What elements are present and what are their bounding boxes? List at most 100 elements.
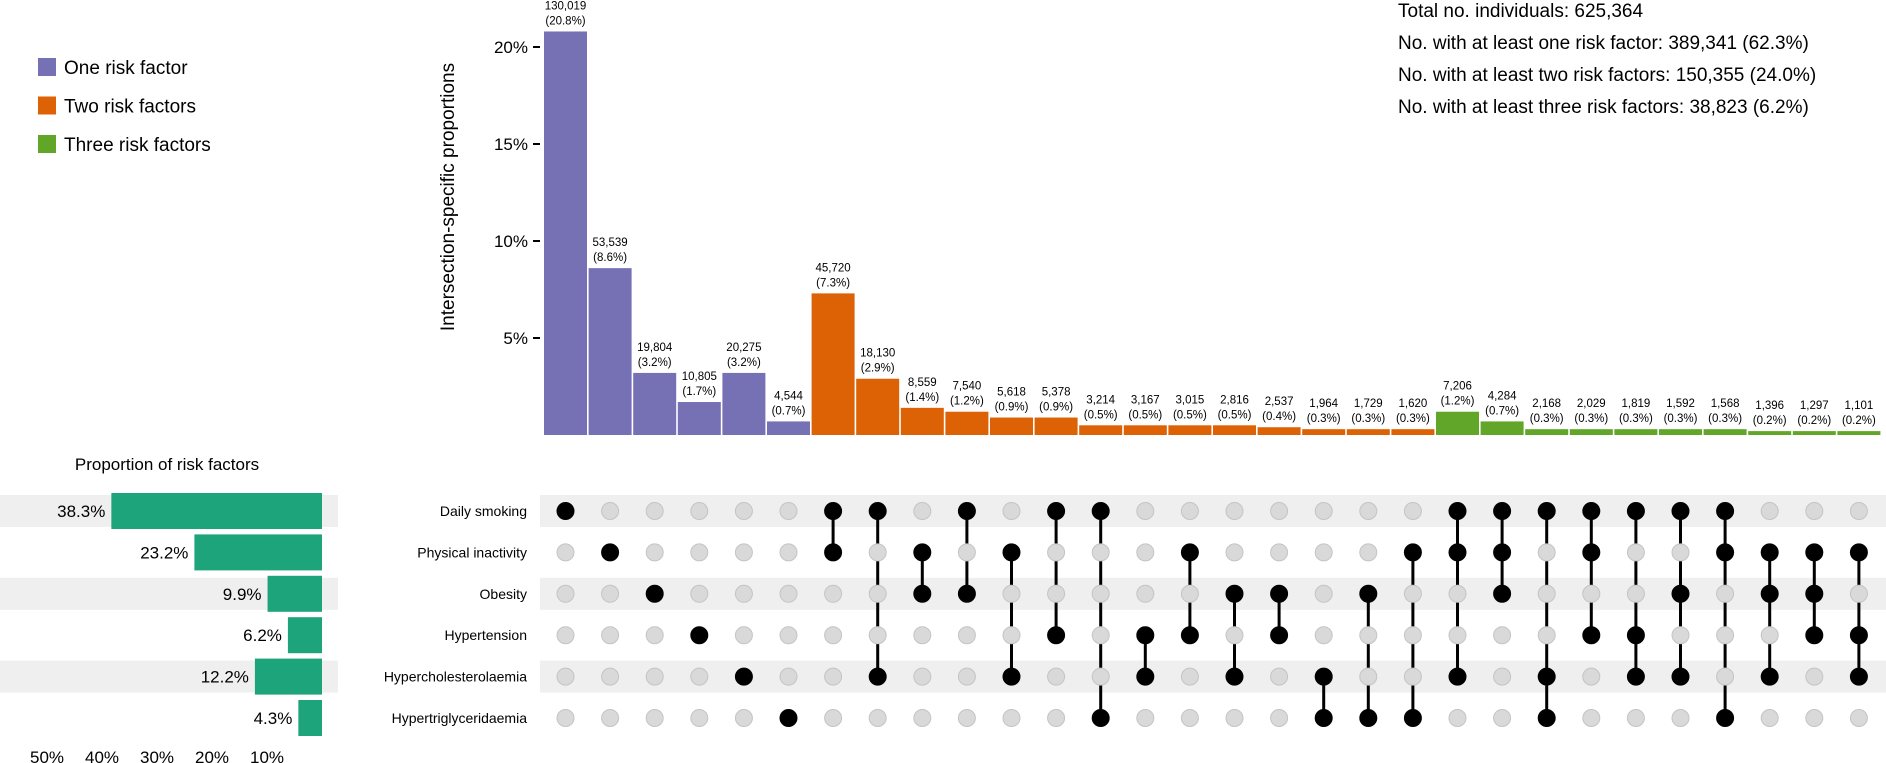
bar-pct-label-26: (0.3%) [1708, 413, 1742, 425]
matrix-dot-inactive [1270, 667, 1289, 686]
matrix-dot-inactive [868, 709, 887, 727]
matrix-dot-active [1448, 502, 1467, 520]
bar-pct-label-25: (0.3%) [1664, 413, 1698, 425]
matrix-dot-inactive [1047, 667, 1066, 686]
matrix-dot-inactive [824, 584, 843, 603]
matrix-dot-active [957, 584, 976, 603]
matrix-dot-active [824, 502, 843, 520]
bar-pct-label-9: (1.2%) [950, 396, 984, 408]
matrix-dot-inactive [1225, 709, 1244, 727]
matrix-dot-inactive [1760, 626, 1779, 645]
matrix-dot-inactive [1180, 584, 1199, 603]
matrix-dot-inactive [824, 667, 843, 686]
set-size-label-0: 38.3% [57, 502, 105, 521]
intersection-bar-16 [1257, 427, 1301, 435]
matrix-dot-inactive [556, 626, 575, 645]
bar-pct-label-29: (0.2%) [1842, 415, 1876, 427]
intersection-bar-0 [544, 31, 587, 435]
bar-count-label-13: 3,167 [1131, 394, 1160, 406]
matrix-dot-inactive [1493, 626, 1512, 645]
matrix-dot-inactive [556, 584, 575, 603]
bar-pct-label-2: (3.2%) [638, 357, 672, 369]
matrix-dot-active [1047, 502, 1066, 520]
matrix-dot-active [824, 543, 843, 562]
y-tick-label-1: 10% [494, 232, 528, 251]
matrix-dot-inactive [779, 502, 798, 520]
legend-label-1: Two risk factors [64, 97, 196, 118]
matrix-dot-inactive [1047, 709, 1066, 727]
set-size-axis: 50% 40% 30% 20% 10% [30, 748, 284, 763]
matrix-dot-active [1760, 584, 1779, 603]
bar-count-label-23: 2,029 [1577, 398, 1606, 410]
matrix-dot-active [1849, 667, 1868, 686]
matrix-dot-active [690, 626, 709, 645]
matrix-dot-inactive [1180, 667, 1199, 686]
summary-line-1: No. with at least one risk factor: 389,3… [1398, 33, 1809, 54]
matrix-dot-inactive [1091, 584, 1110, 603]
matrix-dot-active [1582, 626, 1601, 645]
intersection-bar-17 [1302, 429, 1346, 435]
matrix-dot-active [1805, 584, 1824, 603]
bar-count-label-24: 1,819 [1622, 398, 1651, 410]
matrix-dot-inactive [1537, 584, 1556, 603]
matrix-dot-inactive [1493, 709, 1512, 727]
intersection-bar-1 [588, 268, 632, 435]
bar-pct-label-14: (0.5%) [1173, 409, 1207, 421]
matrix-dot-inactive [690, 543, 709, 562]
matrix-dot-inactive [601, 709, 620, 727]
set-size-label-1: 23.2% [140, 543, 188, 562]
matrix-dot-inactive [1225, 626, 1244, 645]
matrix-dot-inactive [690, 584, 709, 603]
matrix-dot-inactive [556, 667, 575, 686]
bar-pct-label-15: (0.5%) [1218, 409, 1252, 421]
matrix-dot-active [1537, 502, 1556, 520]
matrix-dot-inactive [913, 626, 932, 645]
y-tick-label-2: 15% [494, 135, 528, 154]
matrix-dot-active [1805, 626, 1824, 645]
matrix-dot-active [1359, 709, 1378, 727]
matrix-dot-active [1448, 667, 1467, 686]
matrix-dot-inactive [1626, 709, 1645, 727]
matrix-dot-inactive [868, 543, 887, 562]
matrix-dot-inactive [913, 667, 932, 686]
matrix-dot-inactive [1716, 667, 1735, 686]
intersection-bar-18 [1346, 429, 1390, 435]
bar-count-label-22: 2,168 [1532, 398, 1561, 410]
bar-pct-label-28: (0.2%) [1797, 415, 1831, 427]
matrix-dot-inactive [913, 709, 932, 727]
matrix-dot-inactive [734, 584, 753, 603]
matrix-dot-active [1136, 667, 1155, 686]
matrix-dot-inactive [957, 626, 976, 645]
legend-label-0: One risk factor [64, 58, 188, 79]
matrix-dot-active [1002, 667, 1021, 686]
bar-count-label-4: 20,275 [726, 342, 761, 354]
matrix-dot-active [1626, 502, 1645, 520]
matrix-dot-inactive [1448, 584, 1467, 603]
bar-pct-label-5: (0.7%) [772, 405, 806, 417]
matrix-dot-active [868, 502, 887, 520]
matrix-dot-active [1537, 709, 1556, 727]
matrix-dot-inactive [1359, 543, 1378, 562]
matrix-dot-inactive [1403, 584, 1422, 603]
bar-count-label-15: 2,816 [1220, 394, 1249, 406]
set-label-0: Daily smoking [440, 503, 527, 519]
matrix-dot-inactive [1671, 626, 1690, 645]
matrix-dot-inactive [601, 502, 620, 520]
matrix-dot-active [1225, 667, 1244, 686]
matrix-dot-inactive [645, 709, 664, 727]
matrix-dot-inactive [957, 667, 976, 686]
matrix-dot-inactive [1448, 709, 1467, 727]
matrix-dot-inactive [1136, 502, 1155, 520]
matrix-dot-active [1716, 502, 1735, 520]
matrix-dot-active [868, 667, 887, 686]
bar-pct-label-22: (0.3%) [1530, 413, 1564, 425]
matrix-dot-inactive [1849, 584, 1868, 603]
matrix-dot-inactive [1493, 667, 1512, 686]
matrix-dot-inactive [1760, 709, 1779, 727]
matrix-dot-inactive [1314, 543, 1333, 562]
intersection-bar-29 [1837, 431, 1881, 435]
matrix-dot-active [1760, 667, 1779, 686]
set-row-bands [0, 495, 1886, 693]
bar-count-label-16: 2,537 [1265, 396, 1294, 408]
matrix-dot-inactive [556, 709, 575, 727]
